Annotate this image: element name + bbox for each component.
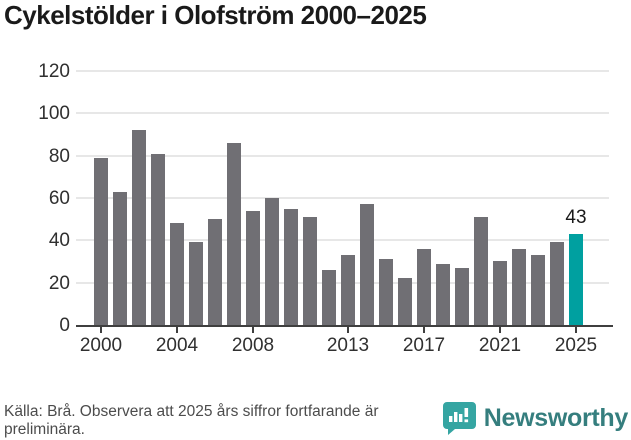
bar-2005 xyxy=(189,242,203,325)
y-axis-tick-label: 0 xyxy=(59,315,70,336)
gridline-y40 xyxy=(76,239,609,241)
y-axis-tick-label: 40 xyxy=(48,230,70,251)
x-axis-tick xyxy=(100,327,102,333)
bar-2004 xyxy=(170,223,184,325)
x-axis-tick-label: 2013 xyxy=(326,335,370,356)
bar-2018 xyxy=(436,264,450,325)
bar-2013 xyxy=(341,255,355,325)
bar-2014 xyxy=(360,204,374,325)
x-axis-tick xyxy=(499,327,501,333)
bar-2025 xyxy=(569,234,583,325)
x-axis-tick xyxy=(252,327,254,333)
x-axis-tick xyxy=(347,327,349,333)
x-axis-tick-label: 2021 xyxy=(478,335,522,356)
y-axis-tick-label: 100 xyxy=(38,103,70,124)
bar-2000 xyxy=(94,158,108,325)
bar-2008 xyxy=(246,211,260,325)
bar-2003 xyxy=(151,154,165,325)
bar-2009 xyxy=(265,198,279,325)
newsworthy-branding: Newsworthy xyxy=(442,400,629,436)
chart-title: Cykelstölder i Olofström 2000–2025 xyxy=(4,0,427,30)
y-axis-tick-label: 80 xyxy=(48,146,70,167)
bar-2012 xyxy=(322,270,336,325)
gridline-y100 xyxy=(76,112,609,114)
x-axis-tick xyxy=(575,327,577,333)
gridline-y80 xyxy=(76,155,609,157)
bar-2007 xyxy=(227,143,241,325)
y-axis-tick-label: 60 xyxy=(48,188,70,209)
bar-2001 xyxy=(113,192,127,325)
bar-2024 xyxy=(550,242,564,325)
bar-2011 xyxy=(303,217,317,325)
x-axis-line xyxy=(76,325,613,327)
x-axis-tick-label: 2008 xyxy=(231,335,275,356)
y-axis-tick-label: 120 xyxy=(38,61,70,82)
gridline-y60 xyxy=(76,197,609,199)
bar-chart-plot-area: 0 20 40 60 80 100 120 2000 2004 2008 2013 2017 2021 2… xyxy=(38,61,613,356)
newsworthy-logo-icon xyxy=(442,402,476,435)
gridline-y120 xyxy=(76,70,609,72)
source-note: Källa: Brå. Observera att 2025 års siffr… xyxy=(4,403,379,439)
bar-2017 xyxy=(417,249,431,325)
x-axis-tick-label: 2000 xyxy=(79,335,123,356)
bar-2022 xyxy=(512,249,526,325)
x-axis-tick-label: 2025 xyxy=(554,335,598,356)
x-axis-tick xyxy=(423,327,425,333)
bar-2006 xyxy=(208,219,222,325)
bar-2021 xyxy=(493,261,507,325)
bar-2020 xyxy=(474,217,488,325)
y-axis-tick-label: 20 xyxy=(48,273,70,294)
bar-value-label: 43 xyxy=(565,207,587,228)
bar-2019 xyxy=(455,268,469,325)
x-axis-tick xyxy=(176,327,178,333)
bar-2010 xyxy=(284,209,298,325)
x-axis-tick-label: 2017 xyxy=(402,335,446,356)
newsworthy-wordmark: Newsworthy xyxy=(483,403,629,432)
bar-2023 xyxy=(531,255,545,325)
bar-2015 xyxy=(379,259,393,325)
bar-2002 xyxy=(132,130,146,325)
bar-2016 xyxy=(398,278,412,325)
x-axis-tick-label: 2004 xyxy=(155,335,199,356)
